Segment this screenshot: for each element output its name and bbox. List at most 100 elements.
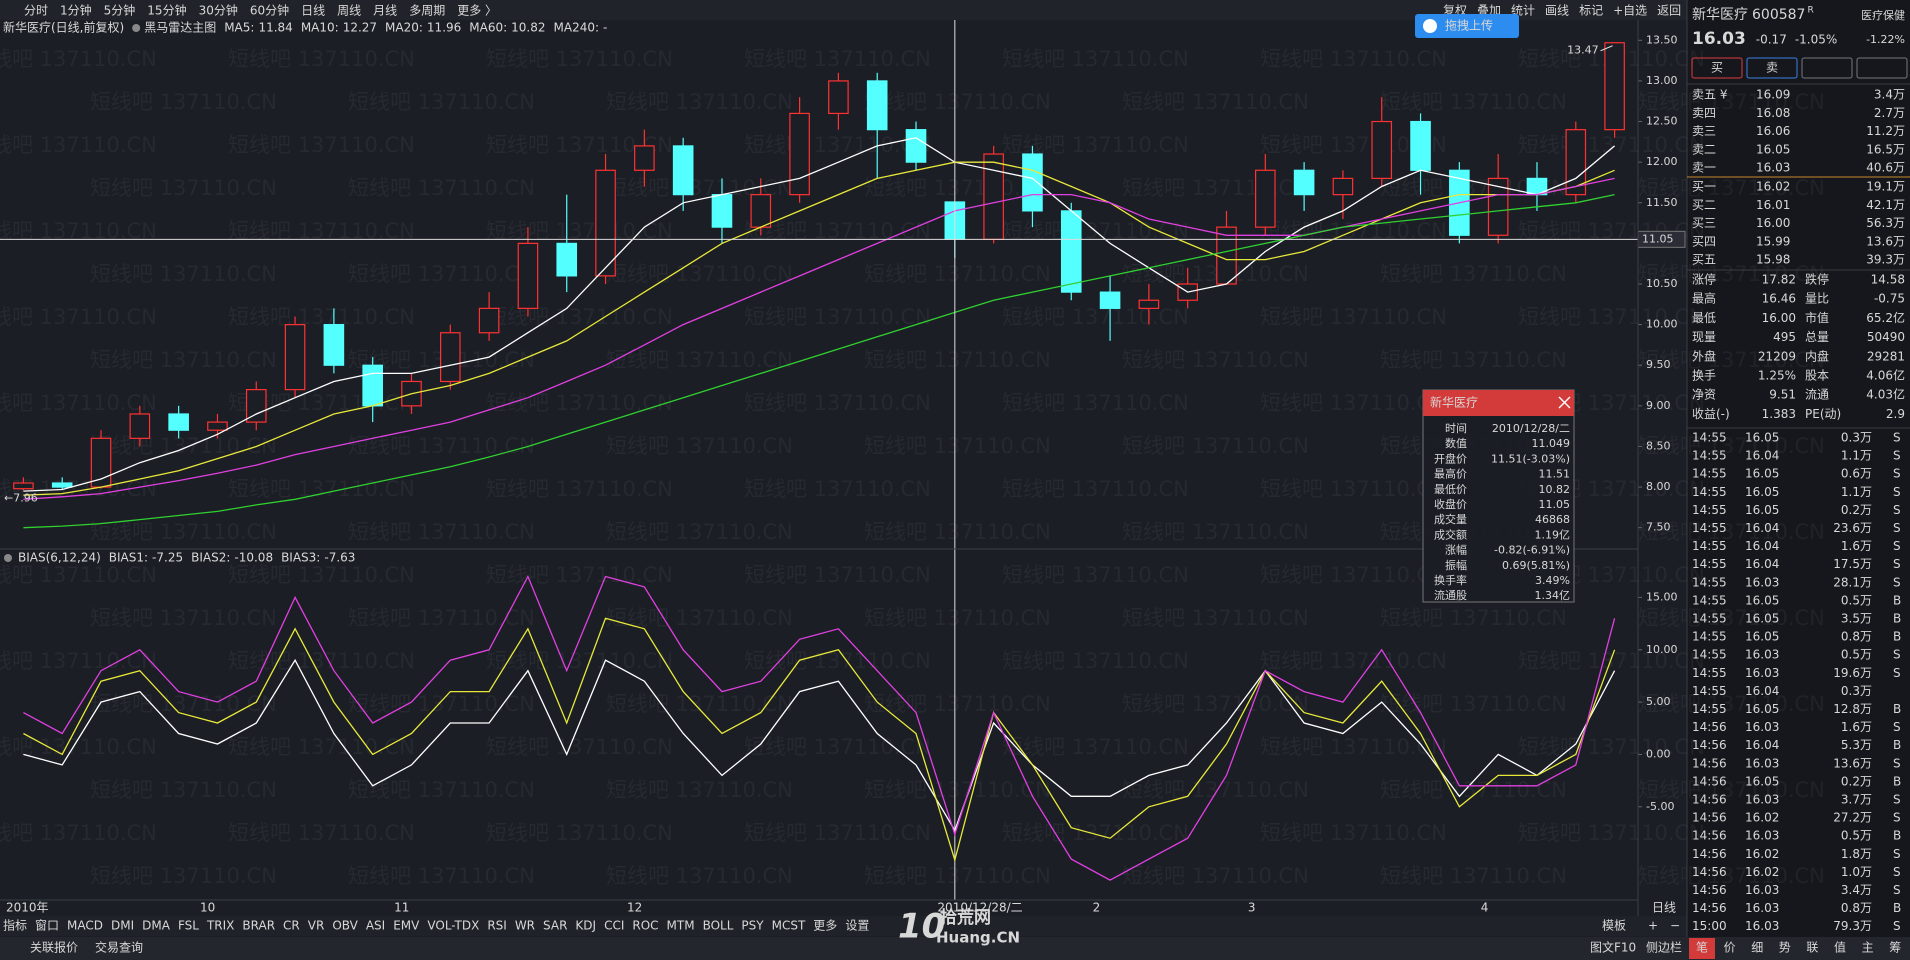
template-control[interactable]: 模板 (1602, 919, 1626, 933)
watermark: 短线吧 137110.CN (1260, 391, 1447, 415)
candle-body (711, 194, 733, 228)
upload-label[interactable]: 拖拽上传 (1445, 18, 1493, 33)
indicator-tab[interactable]: CR (283, 919, 300, 933)
indicator-tab[interactable]: DMI (111, 919, 134, 933)
period-tab[interactable]: 5分钟 (104, 3, 136, 18)
status-tab[interactable]: 细 (1751, 941, 1763, 955)
trade-button[interactable] (1801, 57, 1853, 79)
indicator-tab[interactable]: RSI (487, 919, 507, 933)
indicator-tab[interactable]: MTM (667, 919, 695, 933)
popup-close[interactable] (1558, 396, 1571, 409)
status-tab[interactable]: 主 (1862, 941, 1874, 955)
template-control[interactable]: + (1648, 919, 1658, 933)
indicator-tab[interactable]: PSY (741, 919, 764, 933)
logo-number: 10 (898, 907, 945, 947)
stat-value: 4.06亿 (1866, 368, 1905, 383)
trade-button[interactable] (1691, 57, 1743, 79)
book-price: 16.05 (1756, 142, 1790, 156)
watermark: 短线吧 137110.CN (1638, 434, 1825, 458)
indicator-tab[interactable]: OBV (332, 919, 358, 933)
settings-tab[interactable]: 设置 (845, 919, 869, 933)
trade-button[interactable] (1746, 57, 1798, 79)
legend-value: - (603, 21, 607, 35)
status-link[interactable]: 侧边栏 (1646, 940, 1682, 955)
trade-side: S (1893, 485, 1901, 499)
candle-body (1332, 177, 1354, 196)
watermark: 短线吧 137110.CN (90, 606, 277, 630)
status-link[interactable]: 交易查询 (95, 940, 143, 955)
period-tab[interactable]: 60分钟 (250, 3, 289, 18)
status-tab[interactable]: 联 (1806, 941, 1818, 955)
period-tab[interactable]: 更多 〉 (457, 4, 497, 18)
watermark: 短线吧 137110.CN (744, 133, 931, 157)
indicator-tab[interactable]: MACD (67, 919, 103, 933)
status-link[interactable]: 图文F10 (1590, 940, 1636, 955)
trade-button-label[interactable]: 卖 (1766, 61, 1778, 75)
period-tab[interactable]: 月线 (373, 4, 397, 18)
indicator-tab[interactable]: 窗口 (35, 919, 59, 933)
period-tab[interactable]: 1分钟 (60, 3, 92, 18)
upload-button[interactable] (1415, 14, 1519, 38)
indicator-tab[interactable]: VR (308, 919, 325, 933)
period-tab[interactable]: 15分钟 (147, 3, 186, 18)
status-tab[interactable]: 筹 (1889, 941, 1901, 955)
period-tab[interactable]: 日线 (301, 4, 325, 18)
trade-button[interactable] (1856, 57, 1908, 79)
status-link[interactable]: 关联报价 (30, 940, 78, 955)
trade-volume: 28.1万 (1833, 575, 1872, 589)
indicator-tab[interactable]: CCI (604, 919, 624, 933)
indicator-tab[interactable]: VOL-TDX (427, 919, 479, 933)
indicator-tab[interactable]: SAR (543, 919, 567, 933)
period-tab[interactable]: 30分钟 (199, 3, 238, 18)
indicator-tab[interactable]: DMA (142, 919, 171, 933)
y-tick-label: 5.00 (1646, 695, 1671, 708)
indicator-tab[interactable]: ROC (632, 919, 658, 933)
period-tab[interactable]: 周线 (337, 4, 361, 18)
watermark: 短线吧 137110.CN (1638, 348, 1825, 372)
watermark: 短线吧 137110.CN (228, 735, 415, 759)
book-label: 卖四 (1692, 106, 1716, 120)
stock-name: 新华医疗 (1692, 7, 1748, 23)
indicator-tab[interactable]: BOLL (703, 919, 734, 933)
trade-price: 16.03 (1745, 756, 1779, 770)
status-tab[interactable]: 值 (1834, 940, 1846, 955)
candle-body (323, 324, 345, 366)
indicator-tab[interactable]: 更多 (813, 919, 837, 933)
tool-button[interactable]: 返回 (1657, 4, 1681, 18)
candle-body (517, 242, 539, 309)
legend-value: 11.84 (258, 21, 292, 35)
template-control[interactable]: − (1670, 919, 1680, 933)
indicator-tab[interactable]: TRIX (206, 919, 234, 933)
period-tab[interactable]: 分时 (24, 4, 48, 18)
status-tab[interactable]: 笔 (1696, 940, 1708, 955)
status-tab[interactable]: 价 (1724, 941, 1736, 955)
indicator-tab[interactable]: EMV (393, 919, 420, 933)
indicator-tab[interactable]: MCST (772, 919, 806, 933)
indicator-tab[interactable]: BRAR (242, 919, 275, 933)
tool-button[interactable]: 标记 (1579, 4, 1603, 18)
indicator-tab[interactable]: FSL (178, 919, 199, 933)
status-tab[interactable]: 势 (1779, 941, 1791, 955)
logo-name: 拾荒网 (940, 907, 991, 928)
trade-side: S (1893, 539, 1901, 553)
indicator-tab[interactable]: WR (515, 919, 535, 933)
tool-button[interactable]: 画线 (1545, 4, 1569, 18)
candle-body (672, 145, 694, 196)
indicator-tab[interactable]: KDJ (575, 919, 596, 933)
y-tick-label: 13.50 (1646, 33, 1678, 46)
trade-side: B (1893, 612, 1901, 626)
trade-volume: 27.2万 (1833, 811, 1872, 825)
legend-name: BIAS3: (281, 551, 320, 565)
candle-body (905, 129, 927, 163)
indicator-tab[interactable]: ASI (366, 919, 385, 933)
watermark: 短线吧 137110.CN (864, 348, 1051, 372)
tool-button[interactable]: +自选 (1613, 4, 1647, 18)
book-price: 16.01 (1756, 198, 1790, 212)
period-tab[interactable]: 多周期 (409, 4, 445, 18)
trade-button-label[interactable]: 买 (1711, 61, 1723, 75)
tool-button[interactable]: 统计 (1511, 4, 1535, 18)
watermark: 短线吧 137110.CN (90, 90, 277, 114)
indicator-tab[interactable]: 指标 (3, 918, 27, 933)
watermark: 短线吧 137110.CN (348, 692, 535, 716)
watermark: 短线吧 137110.CN (486, 821, 673, 845)
